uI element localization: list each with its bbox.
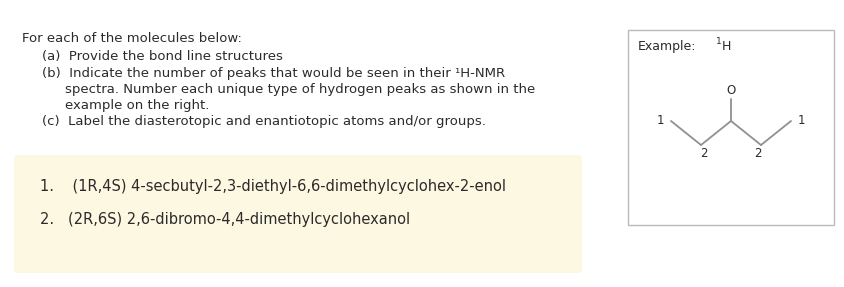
Text: H: H [722,40,732,53]
Text: Example:: Example: [638,40,696,53]
Text: example on the right.: example on the right. [65,99,209,112]
Text: 2.   (2R,6S) 2,6-dibromo-4,4-dimethylcyclohexanol: 2. (2R,6S) 2,6-dibromo-4,4-dimethylcyclo… [40,212,410,227]
Text: For each of the molecules below:: For each of the molecules below: [22,32,242,45]
Text: O: O [727,84,736,97]
Text: (a)  Provide the bond line structures: (a) Provide the bond line structures [42,50,283,63]
Text: (b)  Indicate the number of peaks that would be seen in their ¹H-NMR: (b) Indicate the number of peaks that wo… [42,67,505,80]
Text: spectra. Number each unique type of hydrogen peaks as shown in the: spectra. Number each unique type of hydr… [65,83,535,96]
Text: 1: 1 [716,37,722,46]
FancyBboxPatch shape [14,155,582,273]
Text: 1.    (1R,4S) 4-secbutyl-2,3-diethyl-6,6-dimethylcyclohex-2-enol: 1. (1R,4S) 4-secbutyl-2,3-diethyl-6,6-di… [40,179,506,194]
Text: 2: 2 [701,147,708,160]
Text: 1: 1 [798,115,805,127]
Bar [628,30,834,225]
Text: 2: 2 [755,147,762,160]
Text: (c)  Label the diasterotopic and enantiotopic atoms and/or groups.: (c) Label the diasterotopic and enantiot… [42,115,486,128]
Text: 1: 1 [657,115,664,127]
